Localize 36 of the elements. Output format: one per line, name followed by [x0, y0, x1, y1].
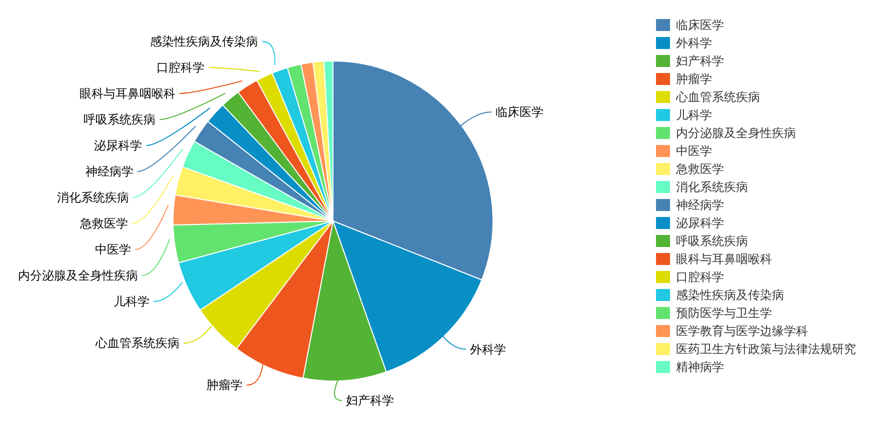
legend-label: 预防医学与卫生学 — [676, 306, 772, 320]
slice-label: 心血管系统疾病 — [94, 336, 180, 350]
legend-label: 急救医学 — [676, 162, 724, 176]
slice-label: 儿科学 — [113, 294, 150, 309]
slice-label: 泌尿科学 — [94, 138, 142, 153]
legend-label: 感染性疾病及传染病 — [676, 288, 784, 302]
legend-label: 泌尿科学 — [676, 216, 724, 230]
slice-label: 外科学 — [470, 342, 506, 356]
legend-label: 医药卫生方针政策与法律法规研究 — [676, 342, 856, 356]
slice-label: 临床医学 — [495, 105, 544, 120]
legend-label: 眼科与耳鼻咽喉科 — [676, 252, 772, 266]
legend-label: 外科学 — [676, 36, 712, 50]
legend-label: 临床医学 — [676, 18, 724, 32]
legend-label: 精神病学 — [676, 360, 724, 374]
slice-label: 消化系统疾病 — [56, 190, 129, 205]
legend-label: 内分泌腺及全身性疾病 — [676, 126, 796, 140]
legend-label: 口腔科学 — [676, 270, 724, 284]
slice-label: 妇产科学 — [346, 393, 394, 408]
legend-label: 心血管系统疾病 — [676, 90, 760, 104]
slice-label: 中医学 — [95, 242, 132, 257]
legend-label: 儿科学 — [676, 108, 712, 122]
legend-label: 中医学 — [676, 144, 712, 158]
legend-label: 呼吸系统疾病 — [676, 234, 748, 248]
slice-label: 感染性疾病及传染病 — [150, 34, 258, 49]
legend-label: 肿瘤学 — [676, 72, 712, 86]
slice-label: 眼科与耳鼻咽喉科 — [79, 86, 176, 101]
slice-label: 内分泌腺及全身性疾病 — [18, 268, 138, 283]
legend-label: 医学教育与医学边缘学科 — [676, 324, 808, 338]
slice-label: 神经病学 — [86, 164, 134, 179]
legend-label: 神经病学 — [676, 198, 724, 212]
slice-label: 口腔科学 — [156, 60, 205, 75]
slice-label: 呼吸系统疾病 — [84, 112, 156, 127]
slice-label: 肿瘤学 — [206, 378, 243, 392]
slice-label: 急救医学 — [79, 216, 128, 231]
legend-label: 妇产科学 — [676, 54, 724, 68]
legend-label: 消化系统疾病 — [676, 180, 748, 194]
